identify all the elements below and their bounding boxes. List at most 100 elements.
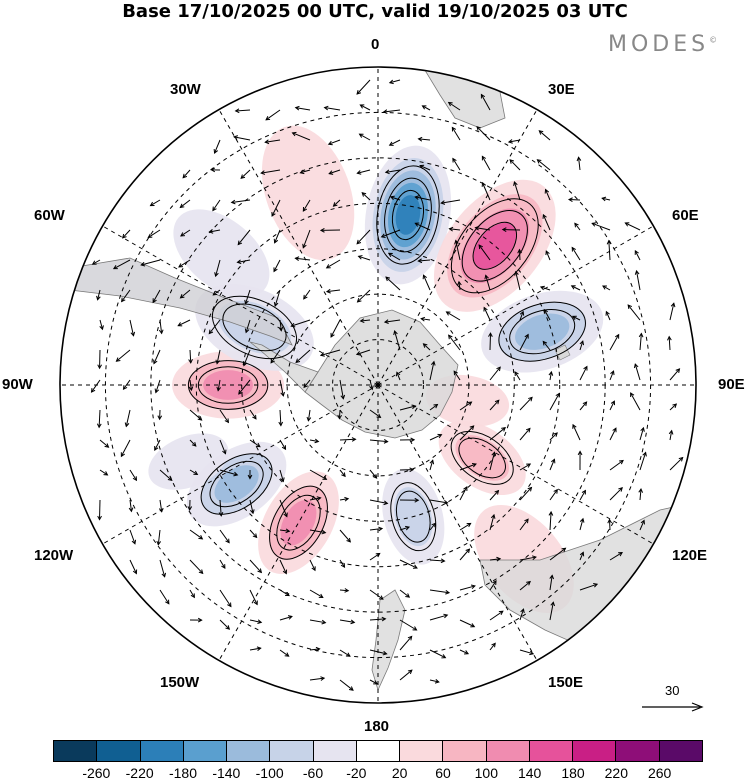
anomaly-level — [261, 125, 355, 261]
wind-arrow — [159, 469, 173, 482]
lon-label-60w: 60W — [34, 207, 65, 224]
wind-arrow — [149, 199, 161, 207]
wind-arrow — [417, 258, 431, 264]
anomaly-level — [173, 209, 270, 298]
wind-arrow — [249, 589, 258, 606]
wind-arrow — [369, 552, 381, 561]
colorbar-tick-label: -140 — [212, 765, 241, 781]
wind-arrow — [609, 487, 623, 501]
wind-arrow — [273, 229, 281, 244]
colorbar-tick-label: 180 — [561, 765, 585, 781]
wind-arrow — [609, 400, 616, 411]
wind-arrow — [120, 439, 131, 458]
wind-arrow — [440, 199, 461, 205]
wind-arrow — [488, 332, 493, 351]
wind-arrow — [380, 229, 401, 238]
wind-arrow — [388, 139, 401, 146]
wind-arrow — [382, 109, 401, 114]
wind-arrow — [668, 429, 674, 441]
wind-arrow — [609, 427, 617, 441]
lon-label-30e: 30E — [548, 81, 575, 98]
wind-arrow — [489, 366, 501, 381]
anomaly-level — [473, 222, 516, 269]
wind-arrow — [633, 363, 641, 381]
colorbar-swatch — [227, 741, 271, 761]
wind-arrow — [178, 259, 191, 268]
wind-arrow — [189, 439, 197, 447]
anomaly-contour — [269, 485, 328, 560]
wind-arrow — [421, 105, 431, 111]
wind-arrow — [489, 399, 500, 411]
wind-arrow — [240, 169, 251, 180]
latitude-circle — [332, 339, 424, 431]
wind-arrow — [216, 379, 222, 392]
south-america-tip — [69, 257, 293, 346]
wind-arrow — [279, 615, 293, 621]
wind-arrow — [359, 104, 371, 111]
wind-arrow — [579, 582, 599, 591]
wind-arrow — [545, 250, 551, 261]
wind-arrow — [236, 259, 251, 265]
anomaly-contour — [187, 360, 269, 410]
anomaly-level — [455, 435, 509, 481]
wind-arrow — [579, 365, 588, 381]
wind-arrow — [417, 136, 431, 142]
wind-arrow — [519, 463, 532, 471]
wind-arrow — [249, 409, 257, 420]
wind-arrow — [188, 349, 193, 364]
meridian-line — [102, 384, 379, 545]
wind-arrow — [369, 679, 379, 685]
colorbar-swatch — [183, 741, 228, 761]
wind-arrow — [271, 199, 281, 217]
wind-arrow — [669, 302, 676, 321]
wind-arrow — [395, 371, 401, 381]
wind-arrow — [295, 349, 311, 364]
wind-arrow — [457, 280, 462, 291]
anomaly-contour — [222, 303, 287, 352]
lon-label-180: 180 — [364, 718, 390, 735]
wind-arrow — [429, 499, 449, 505]
wind-arrow — [124, 409, 131, 428]
wind-arrow — [387, 252, 401, 261]
wind-arrow — [393, 330, 401, 351]
wind-arrow — [369, 589, 384, 600]
wind-arrow — [294, 105, 311, 111]
colorbar-tick-label: -220 — [125, 765, 154, 781]
wind-arrow — [90, 379, 101, 393]
wind-arrow — [484, 274, 491, 291]
wind-arrow — [147, 229, 161, 239]
anomaly-level — [214, 465, 259, 503]
wind-arrow — [219, 589, 232, 608]
wind-arrow — [579, 489, 586, 501]
wind-arrow — [514, 371, 521, 381]
wind-arrow — [279, 379, 285, 397]
colorbar-tick-label: -180 — [168, 765, 198, 781]
latitude-circle — [195, 202, 561, 568]
wind-arrow — [459, 462, 477, 471]
wind-arrow — [669, 456, 684, 471]
colorbar-swatch — [486, 741, 530, 761]
wind-arrow — [549, 488, 558, 501]
wind-arrow — [429, 522, 437, 531]
wind-arrow — [273, 289, 281, 307]
wind-arrow — [549, 601, 556, 621]
wind-arrow — [233, 135, 251, 141]
wind-arrow — [265, 109, 281, 121]
wind-arrow — [218, 499, 224, 517]
wind-arrow — [234, 108, 251, 114]
wind-arrow — [249, 559, 263, 574]
anomaly-contour — [391, 189, 425, 241]
wind-arrow — [325, 259, 341, 269]
wind-arrow — [213, 139, 221, 155]
wind-arrow — [140, 259, 161, 267]
wind-arrow — [483, 306, 491, 321]
wind-arrow — [179, 199, 191, 209]
wind-arrow — [542, 340, 551, 351]
wind-arrow — [208, 229, 221, 234]
wind-arrow — [99, 469, 109, 476]
wind-arrow — [339, 649, 351, 657]
wind-arrow — [115, 349, 131, 362]
wind-arrow — [219, 469, 239, 477]
wind-arrow — [519, 427, 531, 441]
